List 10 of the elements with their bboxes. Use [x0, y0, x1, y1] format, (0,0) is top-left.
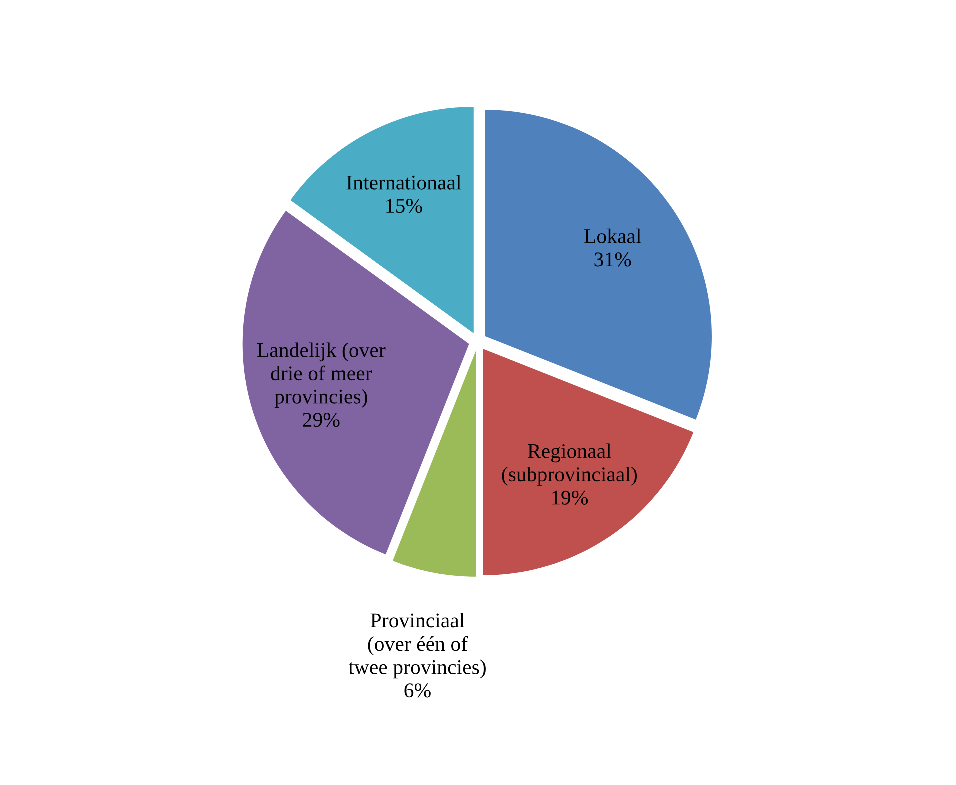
slice-label: Provinciaal (over één of twee provincies) [348, 613, 486, 679]
slice-label: Internationaal [346, 175, 462, 190]
slice-label: Lokaal [584, 228, 642, 244]
data-label: 31% [594, 252, 632, 267]
data-label: 6% [404, 684, 431, 698]
data-label: 15% [386, 199, 422, 214]
data-label: 29% [303, 413, 340, 428]
slice-label: Regionaal (subprovinciaal) [502, 444, 638, 486]
slice-label: Landelijk (over drie of meer provincies) [258, 342, 386, 408]
data-label: 19% [552, 490, 588, 505]
